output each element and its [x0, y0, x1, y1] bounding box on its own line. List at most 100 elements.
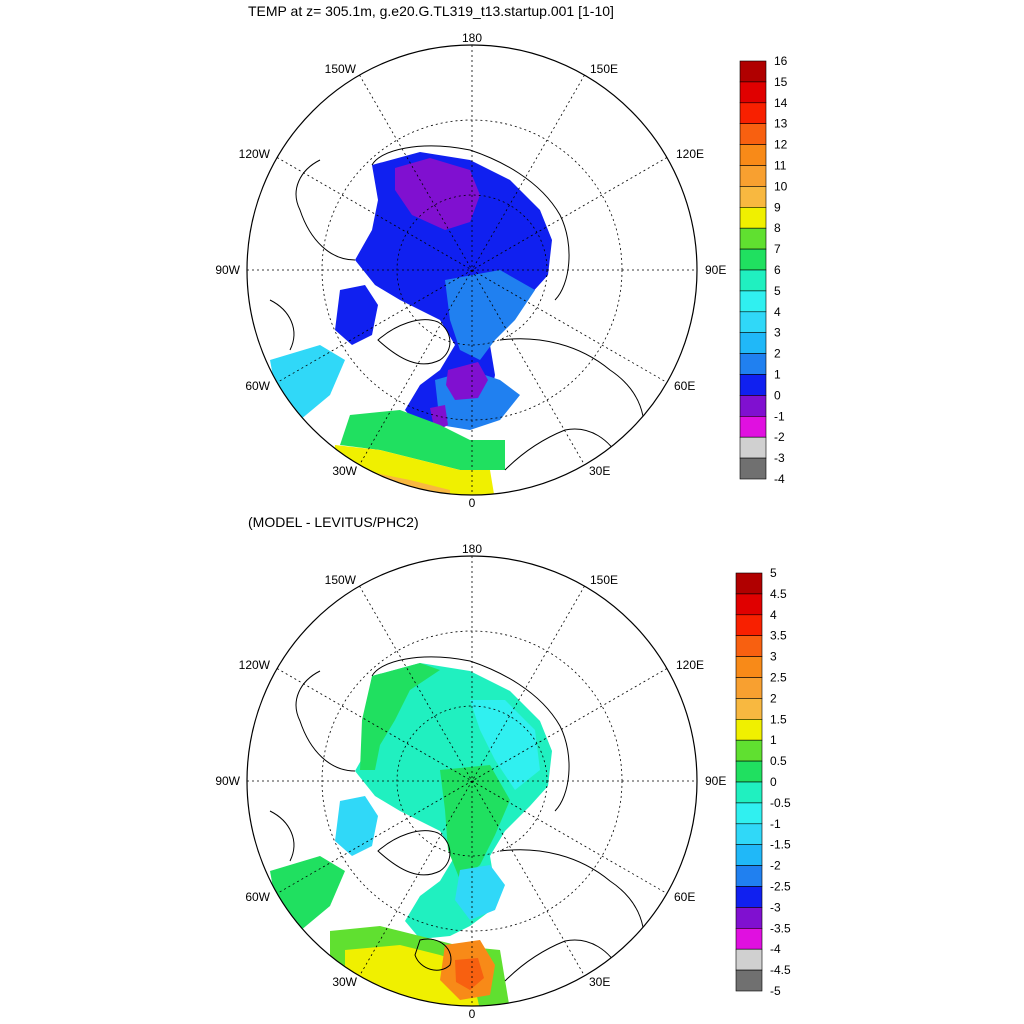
- bottom-lon-30e: 30E: [589, 975, 610, 989]
- bottom-colorbar-swatch: [735, 656, 763, 678]
- bottom-lon-labels: 180 150E 120E 90E 60E 30E 0 30W 60W 90W …: [215, 542, 726, 1021]
- bottom-colorbar-label: -4.5: [770, 963, 791, 977]
- bottom-warm-anomaly-core: [455, 958, 484, 990]
- top-lon-60e: 60E: [674, 379, 695, 393]
- bottom-colorbar-label: 2: [770, 691, 777, 705]
- bottom-colorbar-label: 0: [770, 775, 777, 789]
- top-lon-120e: 120E: [676, 147, 704, 161]
- top-colorbar-label: 12: [774, 138, 788, 152]
- top-labrador: [270, 345, 345, 420]
- bottom-eurasian-basin: [470, 700, 540, 790]
- bottom-baffin: [335, 796, 378, 856]
- top-colorbar-swatch: [739, 311, 767, 333]
- top-colorbar-swatch: [739, 207, 767, 229]
- top-colorbar-label: 15: [774, 75, 788, 89]
- bottom-lon-60e: 60E: [674, 890, 695, 904]
- bottom-colorbar-label: 3: [770, 650, 777, 664]
- bottom-colorbar-label: 5: [770, 566, 777, 580]
- top-colorbar-swatch: [739, 436, 767, 459]
- top-map-border: [246, 44, 698, 496]
- top-cold-pool-greenland-sea: [446, 362, 488, 400]
- bottom-colorbar-swatch: [735, 802, 763, 825]
- bottom-beaufort-positive: [360, 663, 440, 770]
- bottom-colorbar-label: 3.5: [770, 629, 787, 643]
- top-colorbar-label: 4: [774, 305, 781, 319]
- top-colorbar-label: -4: [774, 472, 785, 486]
- top-colorbar-label: 10: [774, 179, 788, 193]
- top-colorbar-swatch: [739, 248, 767, 271]
- top-colorbar-swatch: [739, 457, 767, 480]
- top-atlantic-inflow: [445, 270, 535, 360]
- bottom-atlantic-inflow: [440, 765, 510, 880]
- bottom-lon-150e: 150E: [590, 573, 618, 587]
- bottom-colorbar-label: -5: [770, 984, 781, 998]
- bottom-colorbar-swatch: [735, 698, 763, 720]
- bottom-greenland-sea: [455, 865, 505, 920]
- top-colorbar-label: 9: [774, 200, 781, 214]
- bottom-colorbar-label: -3.5: [770, 921, 791, 935]
- bottom-title: (MODEL - LEVITUS/PHC2): [248, 514, 419, 530]
- top-colorbar-label: 6: [774, 263, 781, 277]
- bottom-lon-150w: 150W: [325, 573, 357, 587]
- bottom-colorbar-swatch: [735, 844, 763, 866]
- bottom-lon-90w: 90W: [215, 774, 240, 788]
- bottom-colorbar-label: -2: [770, 859, 781, 873]
- top-panel: TEMP at z= 305.1m, g.e20.G.TL319_t13.sta…: [215, 3, 787, 510]
- top-lon-labels: 180 150E 120E 90E 60E 30E 0 30W 60W 90W …: [215, 31, 726, 510]
- top-title: TEMP at z= 305.1m, g.e20.G.TL319_t13.sta…: [248, 3, 614, 19]
- bottom-lon-0: 0: [469, 1007, 476, 1021]
- top-baffin: [335, 285, 378, 345]
- bottom-colorbar-label: -3: [770, 900, 781, 914]
- top-lon-150w: 150W: [325, 62, 357, 76]
- top-colorbar-label: 14: [774, 96, 788, 110]
- top-colorbar-label: 1: [774, 368, 781, 382]
- top-colorbar-label: -3: [774, 451, 785, 465]
- top-map-field: [269, 145, 645, 495]
- top-colorbar-label: 7: [774, 242, 781, 256]
- bottom-colorbar-label: 1: [770, 733, 777, 747]
- bottom-colorbar-swatch: [735, 886, 763, 908]
- bottom-colorbar-label: -4: [770, 942, 781, 956]
- top-colorbar-swatch: [739, 332, 767, 354]
- bottom-colorbar-label: 0.5: [770, 754, 787, 768]
- top-colorbar-swatch: [739, 290, 767, 313]
- bottom-colorbar-label: 4.5: [770, 587, 787, 601]
- bottom-colorbar-label: -0.5: [770, 796, 791, 810]
- top-lon-90e: 90E: [705, 263, 726, 277]
- bottom-graticule: [247, 556, 697, 1006]
- top-colorbar-label: 5: [774, 284, 781, 298]
- top-lon-0: 0: [469, 496, 476, 510]
- bottom-panel: (MODEL - LEVITUS/PHC2): [215, 514, 791, 1021]
- bottom-colorbar: 5 4.5 4 3.5 3 2.5 2 1.5 1 0.5 0 -0.5 -1 -1.5 -2 -2.5 -3 -…: [735, 566, 791, 998]
- top-colorbar-swatch: [739, 102, 767, 125]
- top-colorbar-swatch: [739, 269, 767, 292]
- bottom-colorbar-swatch: [735, 677, 763, 699]
- top-colorbar-label: 0: [774, 388, 781, 402]
- top-colorbar-swatch: [739, 186, 767, 208]
- bottom-colorbar-swatch: [735, 781, 763, 804]
- bottom-map-field: [269, 656, 645, 1006]
- bottom-colorbar-swatch: [735, 865, 763, 887]
- bottom-colorbar-swatch: [735, 948, 763, 971]
- bottom-lon-120e: 120E: [676, 658, 704, 672]
- top-lon-90w: 90W: [215, 263, 240, 277]
- bottom-colorbar-label: 2.5: [770, 671, 787, 685]
- bottom-colorbar-swatch: [735, 593, 763, 616]
- bottom-labrador: [270, 856, 345, 931]
- top-colorbar-label: 8: [774, 221, 781, 235]
- top-colorbar-label: -2: [774, 430, 785, 444]
- top-lon-30w: 30W: [332, 464, 357, 478]
- bottom-lon-30w: 30W: [332, 975, 357, 989]
- top-colorbar-label: 16: [774, 54, 788, 68]
- bottom-colorbar-swatch: [735, 614, 763, 636]
- bottom-lon-90e: 90E: [705, 774, 726, 788]
- top-colorbar-label: -1: [774, 409, 785, 423]
- top-colorbar-label: 13: [774, 117, 788, 131]
- top-colorbar-swatch: [739, 144, 767, 166]
- top-lon-180: 180: [462, 31, 482, 45]
- bottom-map-border: [246, 555, 698, 1007]
- bottom-colorbar-swatch: [735, 635, 763, 657]
- bottom-lon-180: 180: [462, 542, 482, 556]
